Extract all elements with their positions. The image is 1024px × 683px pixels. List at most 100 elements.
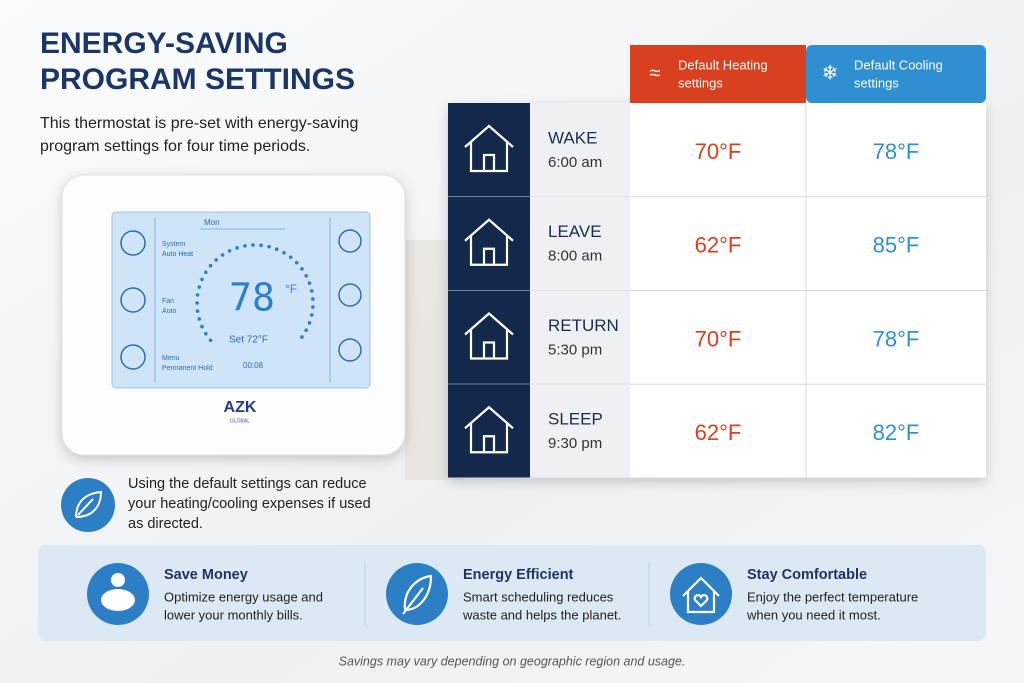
benefit-text: Enjoy the perfect temperature xyxy=(747,589,918,604)
icon-cell xyxy=(448,196,530,291)
piggy xyxy=(101,589,135,611)
benefit-title: Save Money xyxy=(164,567,248,583)
dial-dot xyxy=(251,243,255,247)
label-cell xyxy=(530,196,630,291)
dial-dot xyxy=(204,270,208,275)
title: ENERGY-SAVING xyxy=(40,27,288,60)
heating-temp: 62°F xyxy=(695,420,742,445)
column-header-label: settings xyxy=(854,75,899,90)
benefit-text: when you need it most. xyxy=(746,607,881,622)
cooling-temp: 78°F xyxy=(873,139,920,164)
dial-dot xyxy=(311,297,315,301)
coin xyxy=(111,573,125,587)
dial-dot xyxy=(300,335,304,339)
snow-icon: ❄ xyxy=(822,62,839,84)
benefit-icon xyxy=(670,563,732,625)
benefit-text: lower your monthly bills. xyxy=(164,607,303,622)
dial-dot xyxy=(220,253,225,257)
title: PROGRAM SETTINGS xyxy=(40,63,355,96)
column-header-label: Default Cooling xyxy=(854,57,943,72)
screen-label: Auto xyxy=(162,308,177,315)
benefit-text: waste and helps the planet. xyxy=(462,607,621,622)
screen-button xyxy=(338,338,362,362)
note-text: your heating/cooling expenses if used xyxy=(128,496,371,512)
house xyxy=(682,576,720,614)
label-cell xyxy=(530,103,630,197)
dial-dot xyxy=(307,281,312,285)
dial-dot xyxy=(309,313,314,317)
time: 6:00 am xyxy=(548,154,602,171)
time: 5:30 pm xyxy=(548,341,602,358)
dial-dot xyxy=(243,244,247,248)
dial-dot xyxy=(200,324,204,329)
period: LEAVE xyxy=(548,222,602,241)
cooling-temp: 85°F xyxy=(873,233,920,258)
heating-temp: 70°F xyxy=(695,326,742,351)
dial-dot xyxy=(235,246,239,250)
dial-dot xyxy=(294,260,299,265)
dial-dot xyxy=(274,247,279,252)
note-text: as directed. xyxy=(128,516,203,532)
time: 9:30 pm xyxy=(548,435,602,452)
dial-dot xyxy=(304,273,309,278)
dial-dot xyxy=(200,277,204,282)
column-header xyxy=(630,45,806,103)
period: RETURN xyxy=(548,316,619,335)
dial-dot xyxy=(309,289,314,293)
dial-dot xyxy=(288,255,293,260)
benefit-text: Optimize energy usage and xyxy=(164,589,323,604)
benefits-band xyxy=(38,545,986,641)
screen-button xyxy=(120,344,146,370)
label-cell xyxy=(530,384,630,478)
house-icon xyxy=(464,312,514,360)
subtitle: program settings for four time periods. xyxy=(40,138,310,155)
dial-dot xyxy=(208,338,213,343)
icon-cell xyxy=(448,384,530,478)
period: WAKE xyxy=(548,128,597,147)
brand-sub: GLOBAL xyxy=(230,418,250,424)
benefit-text: Smart scheduling reduces xyxy=(463,589,614,604)
dial-dot xyxy=(259,243,263,248)
dial-dot xyxy=(300,267,304,271)
screen-set: Set 72°F xyxy=(229,335,268,346)
benefit-title: Energy Efficient xyxy=(463,567,574,583)
note-text: Using the default settings can reduce xyxy=(128,476,367,492)
day: Mon xyxy=(204,218,220,227)
screen-button xyxy=(338,283,362,307)
screen-button xyxy=(338,229,362,253)
leaf xyxy=(402,574,433,615)
dial-dot xyxy=(267,244,271,249)
screen-temp-unit: °F xyxy=(285,282,297,296)
heating-temp: 62°F xyxy=(695,233,742,258)
screen-button xyxy=(120,287,146,313)
dial-dot xyxy=(197,285,202,289)
dial-dot xyxy=(307,321,312,325)
dial-dot xyxy=(208,263,213,268)
label-cell xyxy=(530,290,630,385)
house-icon xyxy=(464,124,514,173)
column-header-label: settings xyxy=(678,75,723,90)
brand: AZK xyxy=(224,399,257,416)
subtitle: This thermostat is pre-set with energy-s… xyxy=(40,115,358,132)
heat-icon: ≈ xyxy=(650,62,661,84)
screen-temp: 78 xyxy=(229,276,275,320)
screen-button xyxy=(120,230,146,256)
leaf xyxy=(75,490,103,518)
screen xyxy=(111,211,371,389)
screen-label: System xyxy=(162,241,186,248)
dial-dot xyxy=(195,293,200,297)
column-header-label: Default Heating xyxy=(678,57,768,72)
dial-dot xyxy=(195,309,200,313)
house-icon xyxy=(464,405,514,454)
icon-cell xyxy=(448,290,530,385)
screen-label: Menu xyxy=(162,355,180,362)
screen-label: Fan xyxy=(162,298,174,305)
column-header xyxy=(806,45,986,103)
dial-dot xyxy=(197,317,202,321)
dial-dot xyxy=(311,305,315,309)
icon-cell xyxy=(448,103,530,197)
cooling-temp: 82°F xyxy=(873,420,920,445)
heating-temp: 70°F xyxy=(695,139,742,164)
